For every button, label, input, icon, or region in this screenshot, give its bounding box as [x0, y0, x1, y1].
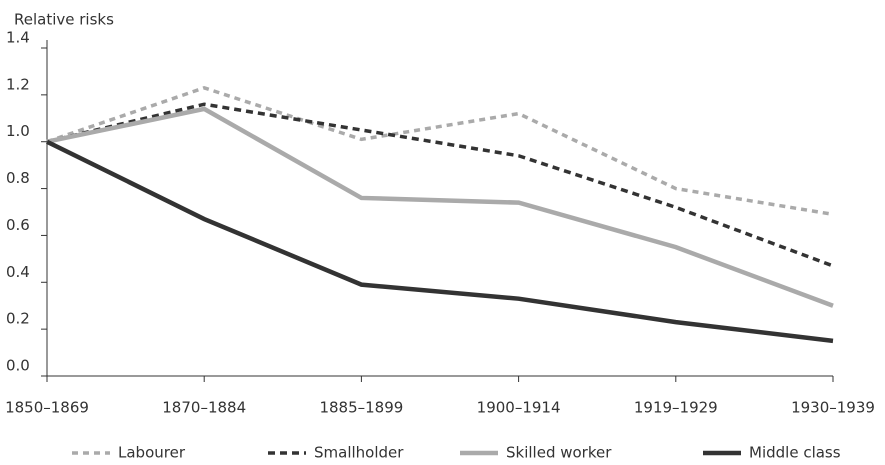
series-line: [46, 85, 834, 217]
x-tick-label: 1900–1914: [477, 399, 561, 417]
x-tick-label: 1930–1939: [791, 399, 875, 417]
legend-label: Labourer: [118, 444, 186, 462]
y-tick-label: 1.4: [6, 29, 30, 47]
x-tick-label: 1870–1884: [162, 399, 246, 417]
legend-label: Middle class: [749, 444, 841, 462]
series-line: [46, 106, 834, 308]
y-tick-label: 0.4: [6, 263, 30, 281]
legend-label: Smallholder: [314, 444, 404, 462]
y-tick-label: 1.0: [6, 122, 30, 140]
y-tick-label: 0.2: [6, 310, 30, 328]
x-tick-label: 1850–1869: [5, 399, 89, 417]
y-axis-label: Relative risks: [14, 11, 114, 29]
y-tick-label: 0.6: [6, 216, 30, 234]
legend-label: Skilled worker: [506, 444, 612, 462]
x-tick-label: 1919–1929: [634, 399, 718, 417]
x-tick-label: 1885–1899: [319, 399, 403, 417]
y-tick-label: 0.0: [6, 357, 30, 375]
series-line: [46, 102, 834, 268]
series-line: [46, 139, 834, 344]
y-tick-label: 1.2: [6, 75, 30, 93]
y-tick-label: 0.8: [6, 169, 30, 187]
